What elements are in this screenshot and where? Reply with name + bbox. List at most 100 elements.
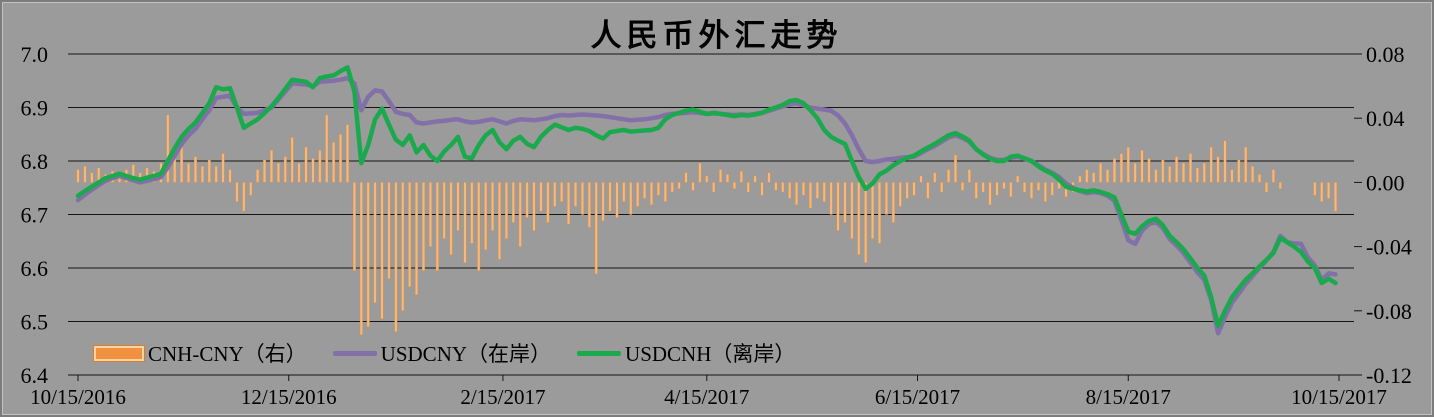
spread-bar (1036, 182, 1040, 191)
right-axis-label: -0.08 (1366, 299, 1412, 324)
spread-bar (802, 182, 805, 196)
spread-bar (180, 146, 184, 183)
spread-bar (311, 158, 315, 183)
spread-bar (394, 182, 398, 332)
spread-bar (919, 175, 923, 183)
spread-bar (373, 182, 377, 303)
spread-bar (1106, 169, 1109, 183)
right-axis-label: 0.00 (1366, 170, 1405, 195)
spread-bar (532, 182, 536, 231)
spread-bar (76, 169, 80, 183)
spread-bar (539, 182, 543, 212)
spread-bar (1175, 156, 1179, 183)
spread-bar (1258, 174, 1261, 183)
spread-bar (359, 182, 363, 336)
left-axis-label: 6.7 (21, 203, 49, 228)
spread-bar (781, 182, 785, 193)
spread-bar (815, 182, 819, 199)
spread-bar (1320, 182, 1324, 202)
spread-bar (484, 182, 488, 251)
legend-item-usdcny: USDCNY（在岸） (332, 338, 551, 368)
spread-bar (753, 175, 757, 183)
spread-bar (933, 172, 937, 183)
cnh-cny-bar-swatch-icon (93, 344, 145, 362)
spread-bar (650, 182, 653, 206)
spread-bar (242, 182, 246, 212)
spread-bar (912, 182, 916, 196)
usdcny-line (75, 75, 1338, 336)
left-axis-label: 7.0 (21, 42, 49, 67)
spread-bar (1099, 162, 1103, 183)
right-axis-label: 0.08 (1366, 42, 1405, 67)
spread-bar (1216, 156, 1220, 183)
spread-bar (843, 182, 847, 223)
spread-bar (1230, 169, 1234, 183)
spread-bar (960, 182, 964, 191)
spread-bar (1092, 172, 1096, 183)
spread-bar (670, 182, 674, 193)
spread-bar (207, 159, 211, 183)
legend-label-usdcnh: USDCNH（离岸） (625, 342, 796, 366)
spread-bar (1016, 175, 1020, 183)
spread-bar (1313, 182, 1317, 196)
spread-bar (318, 150, 322, 183)
spread-bar (574, 182, 577, 207)
left-axis-label: 6.8 (21, 149, 49, 174)
spread-bar (553, 182, 557, 207)
spread-bar (491, 182, 495, 231)
spread-bar (352, 182, 356, 271)
right-axis-label: -0.04 (1366, 235, 1412, 260)
spread-bar (1202, 162, 1206, 183)
spread-bar (1161, 159, 1165, 183)
spread-bar (1147, 158, 1151, 183)
spread-bar (194, 156, 197, 183)
spread-bar (864, 182, 868, 263)
x-axis-label: 10/15/2017 (1291, 385, 1387, 409)
spread-bar (719, 169, 723, 183)
right-axis-label: 0.04 (1366, 106, 1405, 131)
spread-bar (1126, 146, 1130, 183)
spread-bar (1237, 159, 1241, 183)
spread-bar (200, 166, 204, 183)
x-axis-label: 2/15/2017 (460, 385, 545, 409)
spread-bar (829, 182, 833, 215)
spread-bar (415, 182, 419, 295)
spread-bar (732, 182, 736, 190)
spread-bar (995, 182, 999, 196)
spread-bar (677, 182, 681, 190)
spread-bar (387, 182, 391, 279)
spread-bar (795, 182, 799, 206)
spread-bar (850, 182, 854, 239)
x-axis-label: 10/15/2016 (30, 385, 126, 409)
spread-bar (346, 124, 349, 183)
spread-bar (249, 182, 253, 196)
spread-bar (428, 182, 432, 247)
spread-bar (235, 182, 239, 202)
x-axis-label: 8/15/2017 (1086, 385, 1171, 409)
spread-bar (643, 182, 647, 199)
spread-bar (1085, 169, 1089, 183)
spread-bar (408, 182, 412, 287)
spread-bar (1133, 162, 1137, 183)
spread-bar (1050, 182, 1054, 196)
spread-bar (1168, 166, 1172, 183)
usdcnh-line (75, 65, 1338, 329)
spread-bar (325, 114, 329, 183)
spread-bar (560, 182, 564, 202)
spread-bar (1264, 182, 1268, 193)
spread-bar (442, 182, 446, 239)
spread-bar (1043, 182, 1047, 202)
spread-bar (1209, 146, 1213, 183)
spread-bar (808, 182, 812, 209)
legend-item-cnh-cny: CNH-CNY（右） (93, 338, 307, 368)
spread-bar (580, 182, 584, 215)
spread-bar (470, 182, 474, 244)
spread-bar (974, 182, 978, 199)
spread-bar (214, 166, 218, 183)
spread-bar (878, 182, 881, 244)
spread-bar (594, 182, 598, 275)
spread-bar (947, 169, 951, 183)
spread-bar (1188, 153, 1192, 183)
spread-bar (187, 162, 191, 183)
